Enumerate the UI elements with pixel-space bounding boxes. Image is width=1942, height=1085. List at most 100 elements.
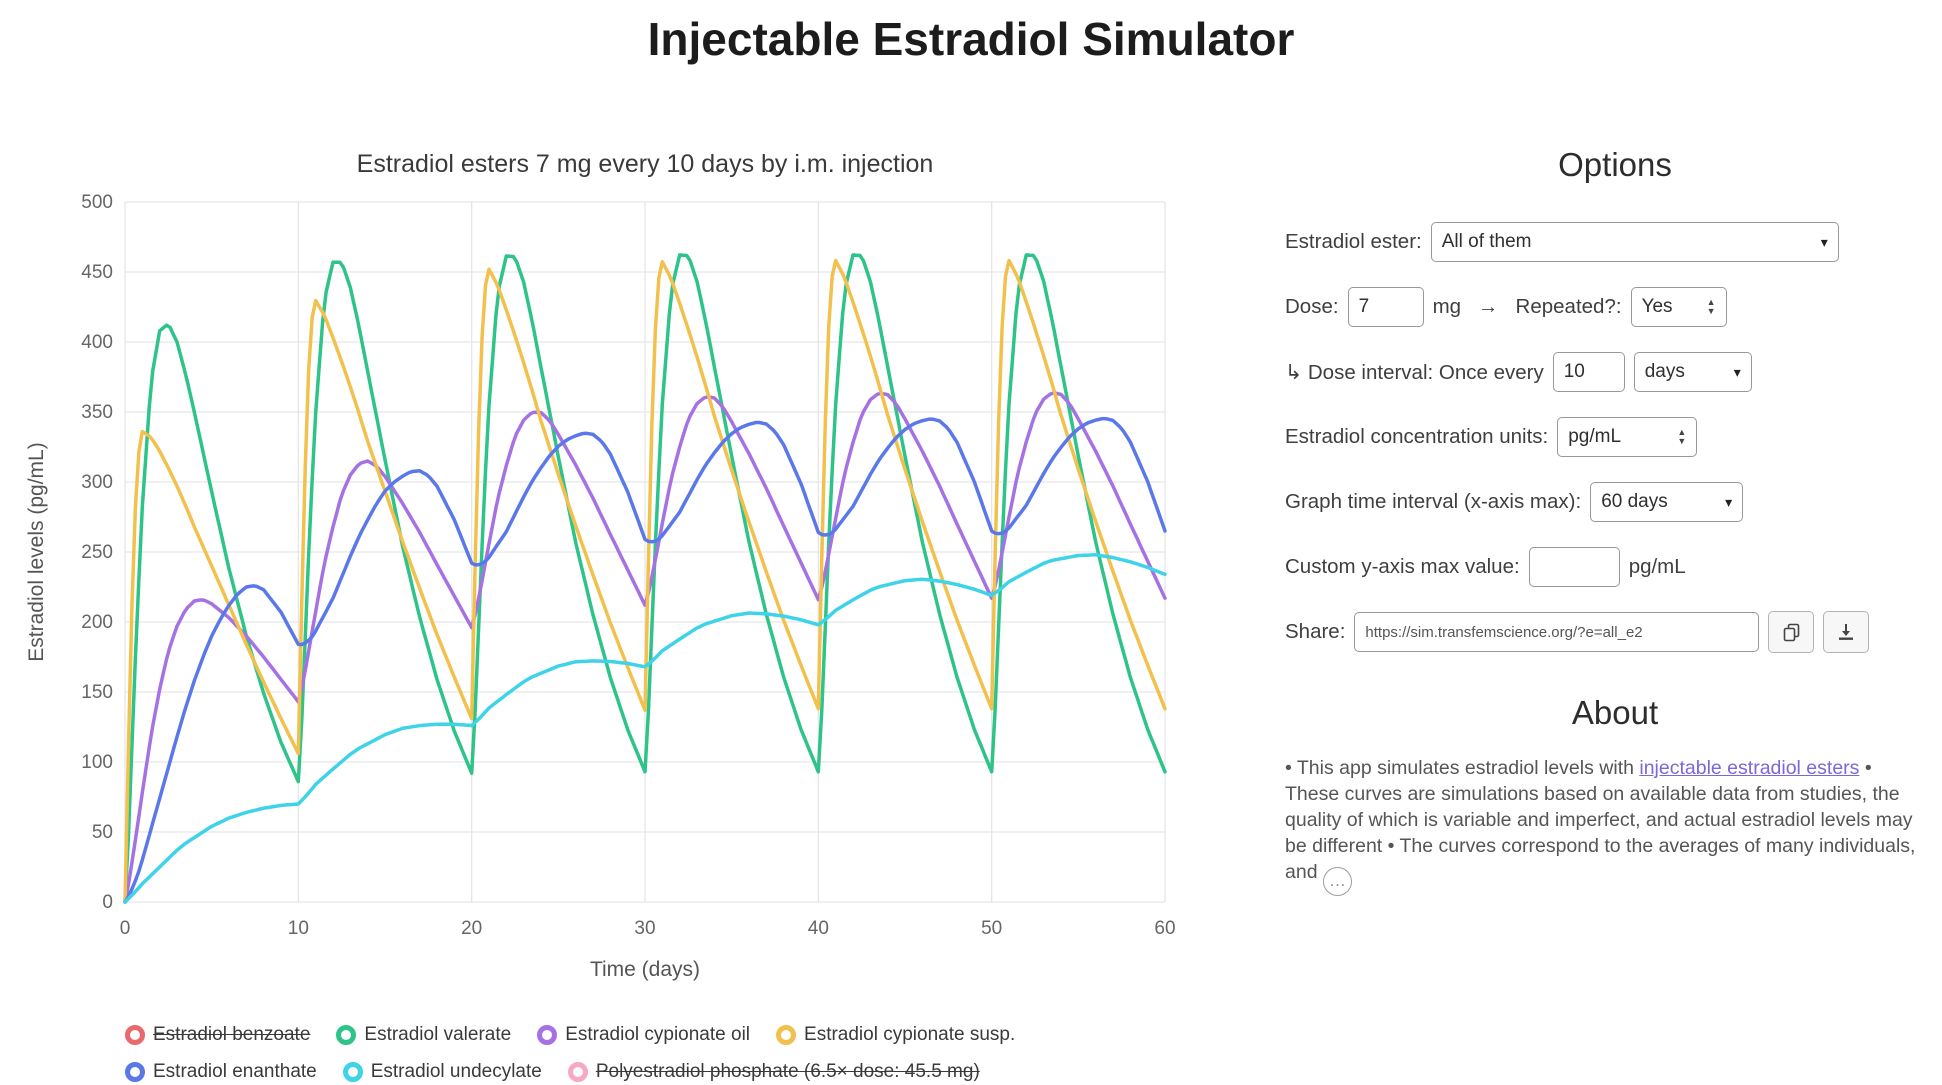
- legend-marker: [537, 1025, 558, 1045]
- legend-label: Estradiol cypionate susp.: [804, 1024, 1016, 1045]
- legend-item-estradiol-cypionate-oil[interactable]: Estradiol cypionate oil: [537, 1024, 750, 1046]
- legend-marker: [342, 1062, 363, 1082]
- page-title: Injectable Estradiol Simulator: [647, 13, 1295, 65]
- up-down-arrows-icon: ▲ ▼: [1677, 427, 1687, 446]
- legend-label: Polyestradiol phosphate (6.5× dose: 45.5…: [595, 1061, 980, 1082]
- dose-row: Dose: mg → Repeated?: Yes ▲▼: [1285, 285, 1942, 329]
- legend-label: Estradiol enanthate: [153, 1061, 317, 1082]
- x-tick-label: 30: [634, 918, 655, 939]
- ester-select[interactable]: All of them ▾: [1430, 222, 1839, 262]
- chevron-down-icon: ▾: [1725, 493, 1733, 510]
- about-heading: About: [1571, 694, 1659, 731]
- y-tick-label: 100: [81, 752, 113, 773]
- copy-icon: [1783, 623, 1800, 641]
- y-tick-label: 500: [81, 192, 113, 213]
- repeated-label: Repeated?:: [1515, 295, 1622, 318]
- legend-item-estradiol-cypionate-susp[interactable]: Estradiol cypionate susp.: [776, 1024, 1015, 1046]
- repeated-select[interactable]: Yes ▲ ▼: [1630, 287, 1727, 327]
- x-tick-label: 60: [1154, 918, 1175, 939]
- curve-estradiol-valerate: [123, 253, 1167, 904]
- legend-label: Estradiol cypionate oil: [565, 1024, 751, 1045]
- line-chart: 0 50 100 150 200 250 300 350 400 450 500 0 10 20 30 40 5…: [81, 192, 1175, 981]
- legend-item-polyestradiol-phosphate-6-5-dose-45-5-mg[interactable]: Polyestradiol phosphate (6.5× dose: 45.5…: [567, 1061, 980, 1083]
- options-panel: Options Estradiol ester: All of them ▾ D…: [1285, 140, 1942, 915]
- xmax-select-value: 60 days: [1601, 491, 1668, 512]
- legend-label: Estradiol undecylate: [370, 1061, 542, 1082]
- xmax-select[interactable]: 60 days ▾: [1590, 482, 1744, 522]
- arrow-right-icon: →: [1478, 295, 1499, 318]
- share-url-input[interactable]: [1354, 612, 1760, 652]
- repeated-select-value: Yes: [1641, 296, 1673, 317]
- share-label: Share:: [1285, 620, 1346, 643]
- legend-row: Estradiol enanthate Estradiol undecylate P…: [125, 1061, 1015, 1083]
- x-tick-label: 10: [288, 918, 309, 939]
- chart-section: Estradiol esters 7 mg every 10 days by i…: [25, 128, 1195, 1082]
- ymax-row: Custom y-axis max value: pg/mL: [1285, 545, 1942, 589]
- y-tick-label: 150: [81, 682, 113, 703]
- dose-interval-row: ↳ Dose interval: Once every days ▾: [1285, 350, 1942, 394]
- about-text-part1: • This app simulates estradiol levels wi…: [1285, 757, 1640, 779]
- about-text: • This app simulates estradiol levels wi…: [1285, 756, 1930, 896]
- interval-unit-select[interactable]: days ▾: [1633, 352, 1752, 392]
- y-tick-label: 400: [81, 332, 113, 353]
- ester-select-value: All of them: [1441, 231, 1532, 252]
- chart-legend: Estradiol benzoate Estradiol valerate Estr…: [125, 1024, 1015, 1083]
- chevron-down-icon: ▾: [1820, 233, 1828, 250]
- units-label: Estradiol concentration units:: [1285, 425, 1549, 448]
- legend-marker: [125, 1025, 145, 1045]
- copy-link-button[interactable]: [1768, 611, 1815, 653]
- injectable-esters-link[interactable]: injectable estradiol esters: [1639, 757, 1860, 779]
- y-tick-label: 450: [81, 262, 113, 283]
- dose-input[interactable]: [1347, 287, 1424, 327]
- x-tick-label: 40: [808, 918, 829, 939]
- up-down-arrows-icon: ▲ ▼: [1706, 297, 1716, 316]
- legend-item-estradiol-undecylate[interactable]: Estradiol undecylate: [342, 1061, 542, 1083]
- units-row: Estradiol concentration units: pg/mL ▲ ▼: [1285, 415, 1942, 459]
- y-tick-label: 200: [81, 612, 113, 633]
- legend-label: Estradiol benzoate: [153, 1024, 311, 1045]
- x-tick-label: 0: [120, 918, 131, 939]
- interval-unit-value: days: [1644, 361, 1685, 382]
- units-select[interactable]: pg/mL ▲ ▼: [1557, 417, 1698, 457]
- ymax-unit-label: pg/mL: [1628, 555, 1686, 578]
- curve-estradiol-cypionate-susp: [123, 258, 1167, 904]
- save-image-button[interactable]: [1823, 611, 1870, 653]
- expand-more-button[interactable]: …: [1322, 866, 1352, 896]
- y-tick-label: 300: [81, 472, 113, 493]
- legend-marker: [125, 1062, 145, 1082]
- legend-row: Estradiol benzoate Estradiol valerate Estr…: [125, 1024, 1015, 1046]
- dose-unit-label: mg: [1432, 295, 1462, 318]
- x-tick-label: 20: [461, 918, 482, 939]
- curve-estradiol-undecylate: [123, 553, 1167, 904]
- legend-item-estradiol-enanthate[interactable]: Estradiol enanthate: [125, 1061, 317, 1083]
- chevron-down-icon: ▾: [1733, 363, 1741, 380]
- share-row: Share:: [1285, 610, 1942, 654]
- y-tick-label: 50: [92, 822, 113, 843]
- legend-marker: [336, 1025, 357, 1045]
- dose-interval-input[interactable]: [1552, 352, 1625, 392]
- x-tick-label: 50: [981, 918, 1002, 939]
- ymax-input[interactable]: [1528, 547, 1620, 587]
- y-tick-label: 350: [81, 402, 113, 423]
- legend-label: Estradiol valerate: [364, 1024, 512, 1045]
- ester-label: Estradiol ester:: [1285, 230, 1422, 253]
- xmax-row: Graph time interval (x-axis max): 60 day…: [1285, 480, 1942, 524]
- dose-interval-label: ↳ Dose interval: Once every: [1285, 360, 1544, 384]
- download-icon: [1839, 624, 1854, 640]
- dose-label: Dose:: [1285, 295, 1339, 318]
- y-tick-label: 0: [102, 892, 113, 913]
- legend-item-estradiol-valerate[interactable]: Estradiol valerate: [336, 1024, 511, 1046]
- legend-marker: [567, 1062, 588, 1082]
- x-axis-title: Time (days): [590, 958, 700, 981]
- y-tick-label: 250: [81, 542, 113, 563]
- ymax-label: Custom y-axis max value:: [1285, 555, 1520, 578]
- chart-title: Estradiol esters 7 mg every 10 days by i…: [356, 150, 934, 178]
- options-heading: Options: [1558, 146, 1672, 183]
- ester-row: Estradiol ester: All of them ▾: [1285, 220, 1942, 264]
- curve-estradiol-enanthate: [123, 416, 1167, 904]
- legend-item-estradiol-benzoate[interactable]: Estradiol benzoate: [125, 1024, 310, 1046]
- legend-marker: [776, 1025, 797, 1045]
- xmax-label: Graph time interval (x-axis max):: [1285, 490, 1582, 513]
- about-text-part2: • These curves are simulations based on …: [1285, 757, 1916, 883]
- units-select-value: pg/mL: [1568, 426, 1622, 447]
